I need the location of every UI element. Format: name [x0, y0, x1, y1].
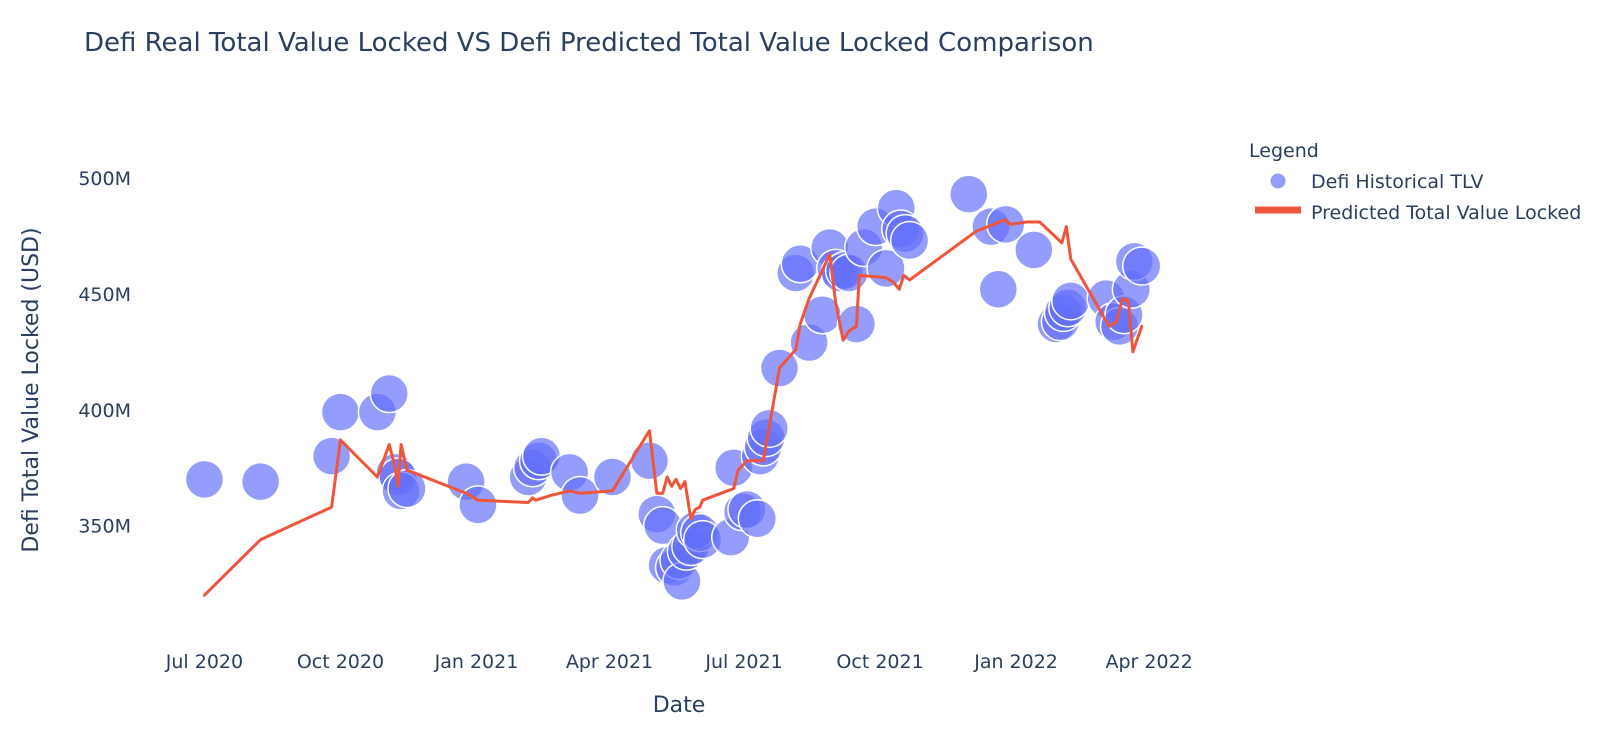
data-point	[311, 436, 352, 476]
legend-label-historical: Defi Historical TLV	[1311, 171, 1483, 193]
y-tick-label: 400M	[78, 400, 131, 422]
x-tick-label: Apr 2022	[1105, 651, 1192, 673]
data-point	[1121, 246, 1162, 286]
data-point	[949, 174, 989, 214]
data-point	[184, 459, 225, 500]
legend-marker-historical	[1269, 172, 1287, 190]
x-tick-label: Jan 2021	[434, 651, 519, 673]
y-tick-label: 350M	[78, 516, 131, 538]
data-point	[978, 269, 1019, 309]
plot-area: 350M 400M 450M 500M Jul 2020 Oct 2020 Jan 2021…	[78, 168, 1192, 673]
x-tick-label: Oct 2020	[297, 651, 384, 673]
x-axis-title: Date	[653, 693, 706, 718]
x-tick-label: Oct 2021	[836, 651, 923, 673]
data-point	[737, 498, 778, 539]
data-point	[369, 373, 409, 414]
data-point	[889, 220, 930, 261]
data-point	[629, 441, 670, 481]
y-tick-label: 500M	[78, 168, 131, 190]
prediction-line	[202, 218, 1144, 597]
data-point	[985, 204, 1026, 245]
data-point	[560, 475, 600, 516]
x-tick-label: Jan 2022	[973, 651, 1058, 673]
legend-item-predicted[interactable]: Predicted Total Value Locked	[1255, 202, 1581, 224]
y-tick-label: 450M	[78, 284, 131, 306]
chart-title: Defi Real Total Value Locked VS Defi Pre…	[84, 28, 1094, 58]
legend-item-historical[interactable]: Defi Historical TLV	[1269, 171, 1483, 193]
x-tick-label: Apr 2021	[566, 651, 653, 673]
y-axis-title: Defi Total Value Locked (USD)	[19, 227, 44, 552]
data-point	[592, 457, 633, 497]
data-point	[1014, 230, 1054, 270]
legend: Legend Defi Historical TLV Predicted Tot…	[1249, 140, 1581, 224]
legend-title: Legend	[1249, 140, 1319, 162]
x-tick-label: Jul 2021	[704, 651, 782, 673]
data-point	[1051, 281, 1091, 321]
data-point	[320, 392, 361, 432]
x-tick-label: Jul 2020	[165, 651, 243, 673]
legend-label-predicted: Predicted Total Value Locked	[1311, 202, 1581, 224]
data-point	[240, 461, 281, 502]
